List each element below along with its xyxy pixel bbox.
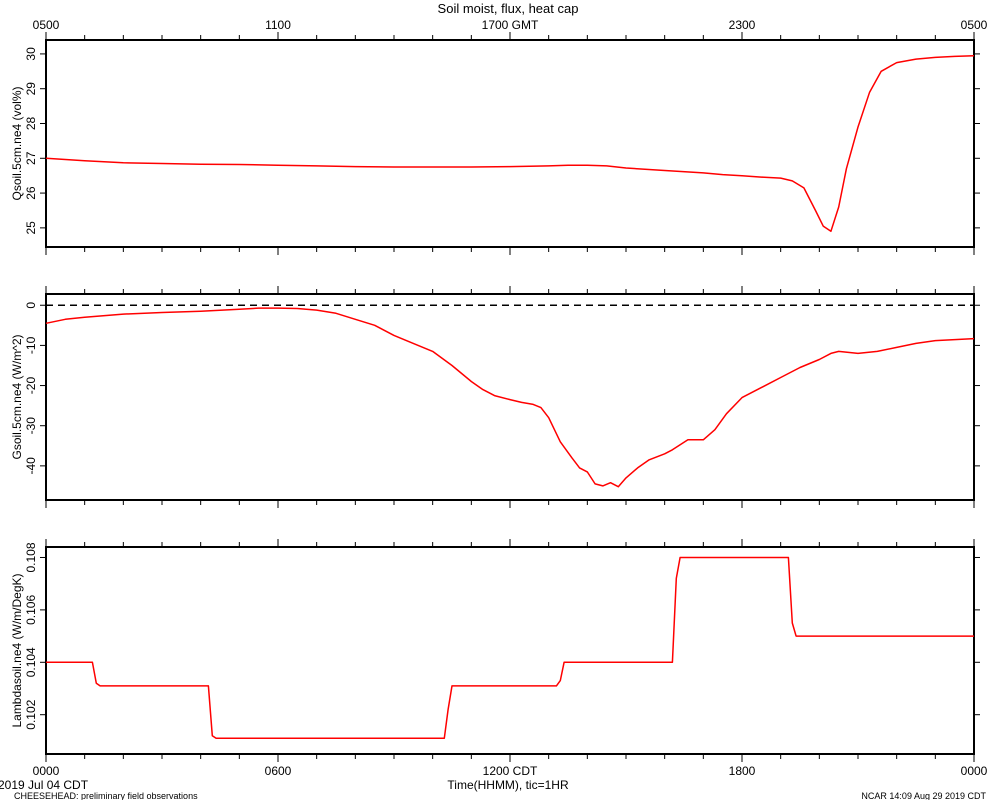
bottom-tick-label: 1800 xyxy=(729,764,756,778)
y-axis-label: Qsoil.5cm.ne4 (vol%) xyxy=(10,86,24,200)
bottom-axis-labels: 0000 0600 1200 CDT 1800 0000 xyxy=(33,764,988,778)
plot-frame xyxy=(45,293,975,501)
y-tick-label: 0.108 xyxy=(24,542,38,572)
y-axis-label: Gsoil.5cm.ne4 (W/m^2) xyxy=(10,335,24,460)
y-tick-label: 29 xyxy=(24,82,38,96)
y-tick-label: 0.102 xyxy=(24,699,38,729)
y-tick-label: 0.104 xyxy=(24,647,38,677)
series-line xyxy=(45,54,975,233)
chart-title: Soil moist, flux, heat cap xyxy=(438,1,579,16)
bottom-tick-label: 0600 xyxy=(265,764,292,778)
top-tick-label: 1700 GMT xyxy=(482,18,539,32)
y-tick-label: 0 xyxy=(24,302,38,309)
top-axis-labels: 0500 1100 1700 GMT 2300 0500 xyxy=(33,18,988,32)
bottom-tick-label: 0000 xyxy=(33,764,60,778)
plot-frame xyxy=(45,39,975,248)
y-tick-label: 28 xyxy=(24,117,38,131)
top-tick-label: 1100 xyxy=(265,18,291,32)
x-axis-title: Time(HHMM), tic=1HR xyxy=(447,778,569,792)
top-tick-label: 0500 xyxy=(961,18,988,32)
y-tick-label: 27 xyxy=(24,151,38,165)
y-tick-label: -10 xyxy=(24,336,38,354)
series-line xyxy=(46,556,974,740)
y-tick-label: -20 xyxy=(24,377,38,395)
y-tick-label: 0.106 xyxy=(24,595,38,625)
panel-soil-moisture: 25 26 27 28 29 30 Qsoil.5cm.ne4 (vol%) xyxy=(10,32,980,255)
bottom-tick-label: 0000 xyxy=(961,764,988,778)
plot-frame xyxy=(45,546,975,755)
footer-right: NCAR 14:09 Aug 29 2019 CDT xyxy=(861,791,986,800)
y-tick-label: 25 xyxy=(24,221,38,235)
series-line xyxy=(45,307,975,488)
y-axis-label: Lambdasoil.ne4 (W/m/DegK) xyxy=(10,573,24,727)
bottom-tick-label: 1200 CDT xyxy=(483,764,538,778)
footer-left: CHEESEHEAD: preliminary field observatio… xyxy=(14,791,198,800)
y-tick-label: 26 xyxy=(24,186,38,200)
y-tick-label: 30 xyxy=(24,47,38,61)
top-tick-label: 0500 xyxy=(33,18,60,32)
y-tick-label: -40 xyxy=(24,457,38,475)
date-label: 2019 Jul 04 CDT xyxy=(0,778,89,792)
top-tick-label: 2300 xyxy=(729,18,756,32)
y-tick-label: -30 xyxy=(24,417,38,435)
